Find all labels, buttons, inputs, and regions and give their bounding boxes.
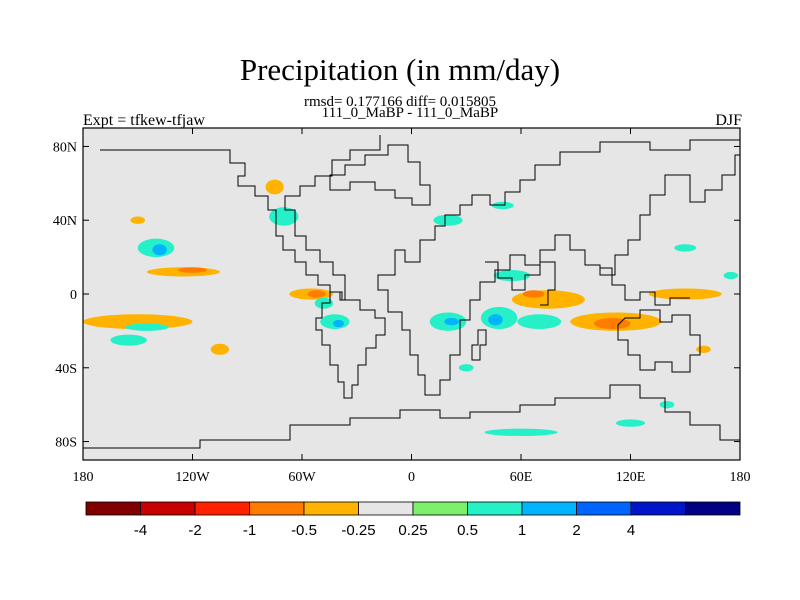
x-tick-label-5: 120E [616, 470, 646, 485]
map-axes: 180 120W 60W 0 60E 120E 180 80N 40N 0 40S 80S [53, 128, 751, 485]
colorbar-label-1: -2 [188, 522, 201, 539]
anomaly-region-33 [659, 400, 675, 409]
colorbar-label-6: 0.5 [457, 522, 478, 539]
anomaly-region-9 [265, 179, 284, 195]
anomaly-region-16 [444, 317, 459, 326]
colorbar-label-7: 1 [518, 522, 526, 539]
x-tick-label-4: 60E [510, 470, 533, 485]
chart-title: Precipitation (in mm/day) [239, 52, 561, 87]
colorbar-swatch-6 [412, 501, 468, 516]
colorbar-label-3: -0.5 [291, 522, 317, 539]
colorbar-swatch-1 [140, 501, 196, 516]
anomaly-region-7 [210, 343, 229, 355]
anomaly-layer [83, 179, 739, 437]
coastline-eurasia-africa [377, 139, 740, 396]
coastline-greenland [329, 144, 431, 206]
experiment-label: Expt = tfkew-tfjaw [83, 112, 205, 129]
coastline-arabia-india [485, 261, 556, 306]
chart-subtitle: rmsd= 0.177166 diff= 0.015805 [303, 94, 497, 110]
season-label: DJF [715, 112, 742, 129]
coastline-antarctica [83, 384, 740, 449]
anomaly-region-21 [522, 290, 545, 298]
colorbar: -4 -2 -1 -0.5 -0.25 0.25 0.5 1 2 4 [85, 501, 741, 539]
x-tick-label-6: 180 [730, 470, 751, 485]
anomaly-region-24 [648, 288, 722, 300]
anomaly-region-6 [110, 334, 147, 346]
anomaly-region-23 [594, 317, 631, 330]
y-tick-label-1: 40N [53, 214, 77, 229]
anomaly-region-11 [307, 290, 326, 298]
colorbar-label-2: -1 [243, 522, 256, 539]
colorbar-swatch-0 [85, 501, 141, 516]
anomaly-region-1 [124, 323, 169, 331]
colorbar-swatch-8 [521, 501, 577, 516]
coastline-south-america [315, 291, 386, 399]
colorbar-swatch-4 [303, 501, 359, 516]
x-tick-label-2: 60W [288, 470, 316, 485]
colorbar-swatch-3 [249, 501, 305, 516]
continent-outlines [83, 135, 740, 449]
anomaly-region-18 [488, 314, 503, 326]
colorbar-swatch-2 [194, 501, 250, 516]
anomaly-region-28 [674, 244, 697, 252]
anomaly-region-3 [152, 244, 167, 256]
anomaly-region-34 [696, 345, 711, 354]
coastline-australia [617, 309, 701, 373]
colorbar-label-5: 0.25 [398, 522, 427, 539]
colorbar-label-9: 4 [627, 522, 635, 539]
x-tick-label-1: 120W [175, 470, 210, 485]
anomaly-region-5 [177, 267, 208, 273]
anomaly-region-30 [458, 364, 474, 372]
coastline-southeast-asia [600, 267, 690, 306]
x-tick-label-3: 0 [408, 470, 415, 485]
anomaly-region-19 [517, 314, 562, 330]
map-background [83, 128, 740, 460]
anomaly-region-25 [433, 214, 463, 226]
colorbar-swatch-11 [685, 501, 741, 516]
y-tick-label-0: 80N [53, 140, 77, 155]
y-tick-label-4: 80S [55, 436, 77, 451]
colorbar-swatch-9 [576, 501, 632, 516]
anomaly-region-29 [130, 216, 146, 224]
anomaly-region-31 [484, 428, 558, 437]
y-tick-label-3: 40S [55, 362, 77, 377]
y-tick-label-2: 0 [70, 288, 77, 303]
colorbar-swatch-5 [358, 501, 414, 516]
x-tick-label-0: 180 [73, 470, 94, 485]
case-label: 111_0_MaBP - 111_0_MaBP [321, 105, 499, 121]
colorbar-label-0: -4 [134, 522, 147, 539]
colorbar-label-4: -0.25 [341, 522, 375, 539]
anomaly-region-14 [333, 319, 344, 328]
coastline-madagascar [471, 329, 487, 361]
colorbar-swatch-10 [630, 501, 686, 516]
colorbar-swatch-7 [467, 501, 523, 516]
anomaly-region-32 [615, 419, 646, 427]
colorbar-label-8: 2 [572, 522, 580, 539]
anomaly-region-35 [723, 271, 739, 280]
